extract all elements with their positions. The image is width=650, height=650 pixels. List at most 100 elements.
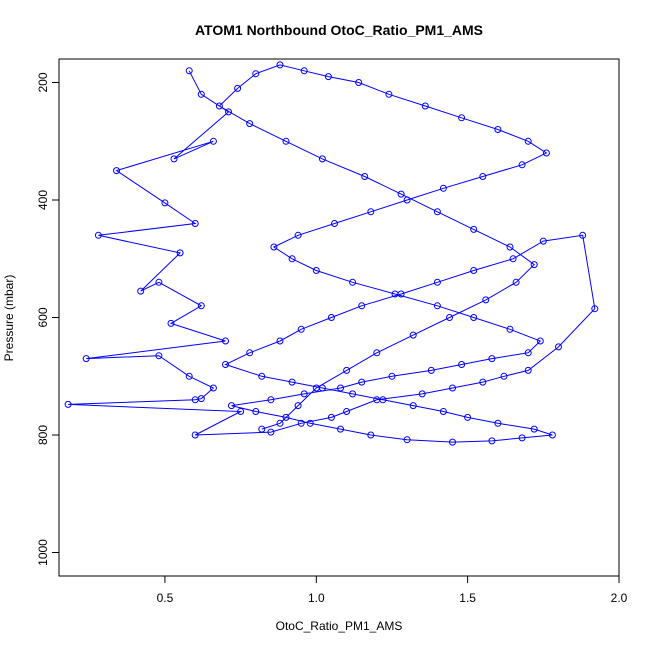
y-axis-label: Pressure (mbar): [2, 275, 16, 362]
data-point: [391, 290, 399, 298]
data-point: [288, 378, 296, 386]
data-point: [324, 73, 332, 81]
data-point: [270, 243, 278, 251]
data-point: [518, 161, 526, 169]
data-point: [555, 343, 562, 351]
data-point: [155, 352, 163, 360]
data-point: [524, 366, 532, 374]
data-point: [579, 231, 587, 239]
data-point: [446, 314, 453, 321]
data-point: [191, 431, 199, 439]
data-point: [548, 431, 556, 439]
data-point: [530, 425, 538, 433]
data-point: [385, 90, 393, 98]
data-point: [518, 434, 526, 442]
data-point: [297, 325, 305, 333]
data-point: [267, 396, 275, 404]
data-point: [388, 372, 396, 380]
data-point: [337, 425, 344, 433]
data-point: [185, 372, 193, 380]
data-point: [488, 437, 496, 445]
data-point: [488, 355, 496, 363]
data-point: [197, 90, 205, 98]
data-point: [409, 331, 417, 339]
data-point: [337, 384, 344, 392]
data-point: [439, 184, 447, 192]
data-point: [506, 325, 514, 333]
data-point: [379, 396, 387, 404]
data-point: [500, 372, 508, 380]
data-point: [176, 249, 184, 257]
data-point: [167, 319, 175, 327]
data-point: [252, 70, 260, 78]
data-point: [327, 314, 335, 321]
data-point: [506, 243, 514, 251]
x-axis-label: OtoC_Ratio_PM1_AMS: [276, 619, 403, 633]
data-point: [343, 408, 351, 415]
data-point: [524, 137, 532, 145]
data-point: [458, 361, 466, 368]
data-point: [464, 413, 472, 421]
data-point: [297, 419, 305, 427]
data-point: [225, 108, 232, 116]
data-point: [294, 231, 302, 239]
data-point: [349, 390, 357, 398]
data-point: [458, 114, 466, 122]
data-point: [222, 361, 229, 368]
data-point: [258, 425, 266, 433]
data-point: [300, 67, 308, 75]
data-point: [276, 419, 284, 427]
data-point: [421, 102, 429, 110]
data-point: [276, 61, 284, 69]
data-point: [222, 337, 229, 345]
data-point: [312, 384, 320, 392]
data-point: [82, 355, 90, 363]
data-point: [449, 384, 456, 392]
data-point: [524, 349, 532, 357]
data-point: [470, 225, 478, 233]
x-tick-label: 2.0: [611, 591, 628, 605]
data-point: [403, 436, 411, 444]
data-point: [479, 173, 487, 180]
data-point: [470, 314, 478, 321]
data-point: [358, 302, 366, 310]
data-point: [427, 366, 435, 374]
data-point: [246, 120, 254, 128]
data-point: [361, 173, 369, 180]
chart-title: ATOM1 Northbound OtoC_Ratio_PM1_AMS: [195, 22, 483, 38]
data-point: [282, 413, 290, 421]
x-tick-label: 1.0: [308, 591, 325, 605]
data-point: [409, 402, 417, 410]
data-point: [137, 287, 145, 295]
data-point: [161, 199, 169, 207]
data-point: [306, 419, 314, 427]
data-point: [170, 155, 178, 163]
x-tick-label: 0.5: [157, 591, 174, 605]
data-point: [258, 372, 266, 380]
data-point: [331, 220, 338, 227]
data-point: [530, 261, 538, 269]
data-point: [343, 366, 351, 374]
data-point: [349, 278, 357, 286]
data-point: [433, 278, 441, 286]
data-point: [252, 408, 260, 415]
data-point: [228, 402, 235, 410]
data-point: [479, 378, 487, 386]
data-point: [494, 419, 502, 427]
data-point: [536, 337, 544, 345]
data-point: [64, 400, 72, 408]
data-point: [355, 79, 363, 86]
data-point: [288, 255, 296, 263]
data-point: [509, 255, 517, 263]
data-point: [318, 155, 326, 163]
data-point: [327, 413, 335, 421]
data-point: [367, 208, 375, 216]
data-point: [113, 167, 120, 175]
data-point: [403, 196, 411, 204]
series-line: [68, 64, 596, 443]
y-tick-label: 200: [36, 72, 50, 92]
data-point: [191, 220, 199, 227]
data-point: [197, 302, 205, 310]
y-tick-label: 800: [36, 425, 50, 445]
